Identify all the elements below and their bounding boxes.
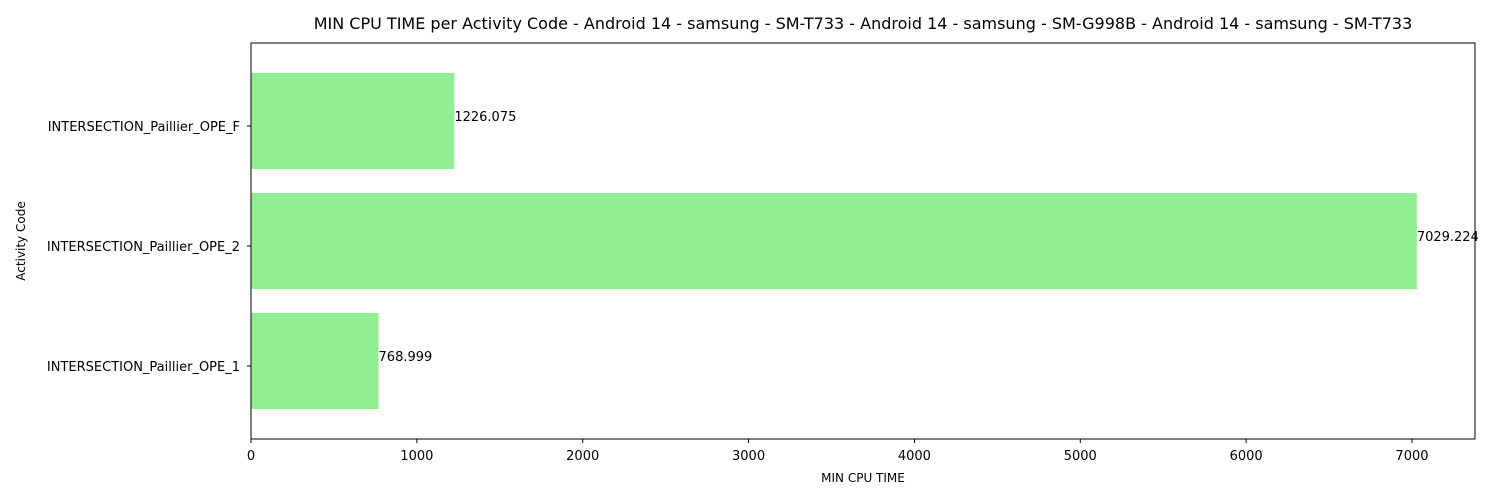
x-tick-label: 0 <box>247 449 255 464</box>
x-tick-label: 4000 <box>898 449 931 464</box>
y-tick-label: INTERSECTION_Paillier_OPE_F <box>48 120 240 135</box>
x-tick-label: 7000 <box>1395 449 1428 464</box>
value-label-3: 1226.075 <box>454 110 516 125</box>
value-labels-group: 768.999 7029.224 1226.075 <box>379 110 1479 365</box>
y-axis-label: Activity Code <box>14 201 28 280</box>
x-tick-label: 1000 <box>400 449 433 464</box>
y-axis-ticks: INTERSECTION_Paillier_OPE_1 INTERSECTION_… <box>47 120 251 375</box>
bar-2 <box>251 193 1417 289</box>
x-axis-label: MIN CPU TIME <box>821 471 905 485</box>
x-tick-label: 2000 <box>566 449 599 464</box>
value-label-2: 7029.224 <box>1417 230 1479 245</box>
y-tick-label: INTERSECTION_Paillier_OPE_2 <box>47 240 240 255</box>
plot-frame <box>250 42 1476 440</box>
bar-1 <box>251 313 379 409</box>
x-tick-label: 5000 <box>1064 449 1097 464</box>
y-tick-label: INTERSECTION_Paillier_OPE_1 <box>47 360 240 375</box>
chart-title: MIN CPU TIME per Activity Code - Android… <box>314 14 1413 33</box>
bars-group <box>251 73 1417 409</box>
value-label-1: 768.999 <box>379 350 433 365</box>
x-tick-label: 6000 <box>1230 449 1263 464</box>
x-tick-label: 3000 <box>732 449 765 464</box>
bar-3 <box>251 73 455 169</box>
x-axis-ticks: 0 1000 2000 3000 4000 5000 6000 7000 <box>247 439 1429 464</box>
